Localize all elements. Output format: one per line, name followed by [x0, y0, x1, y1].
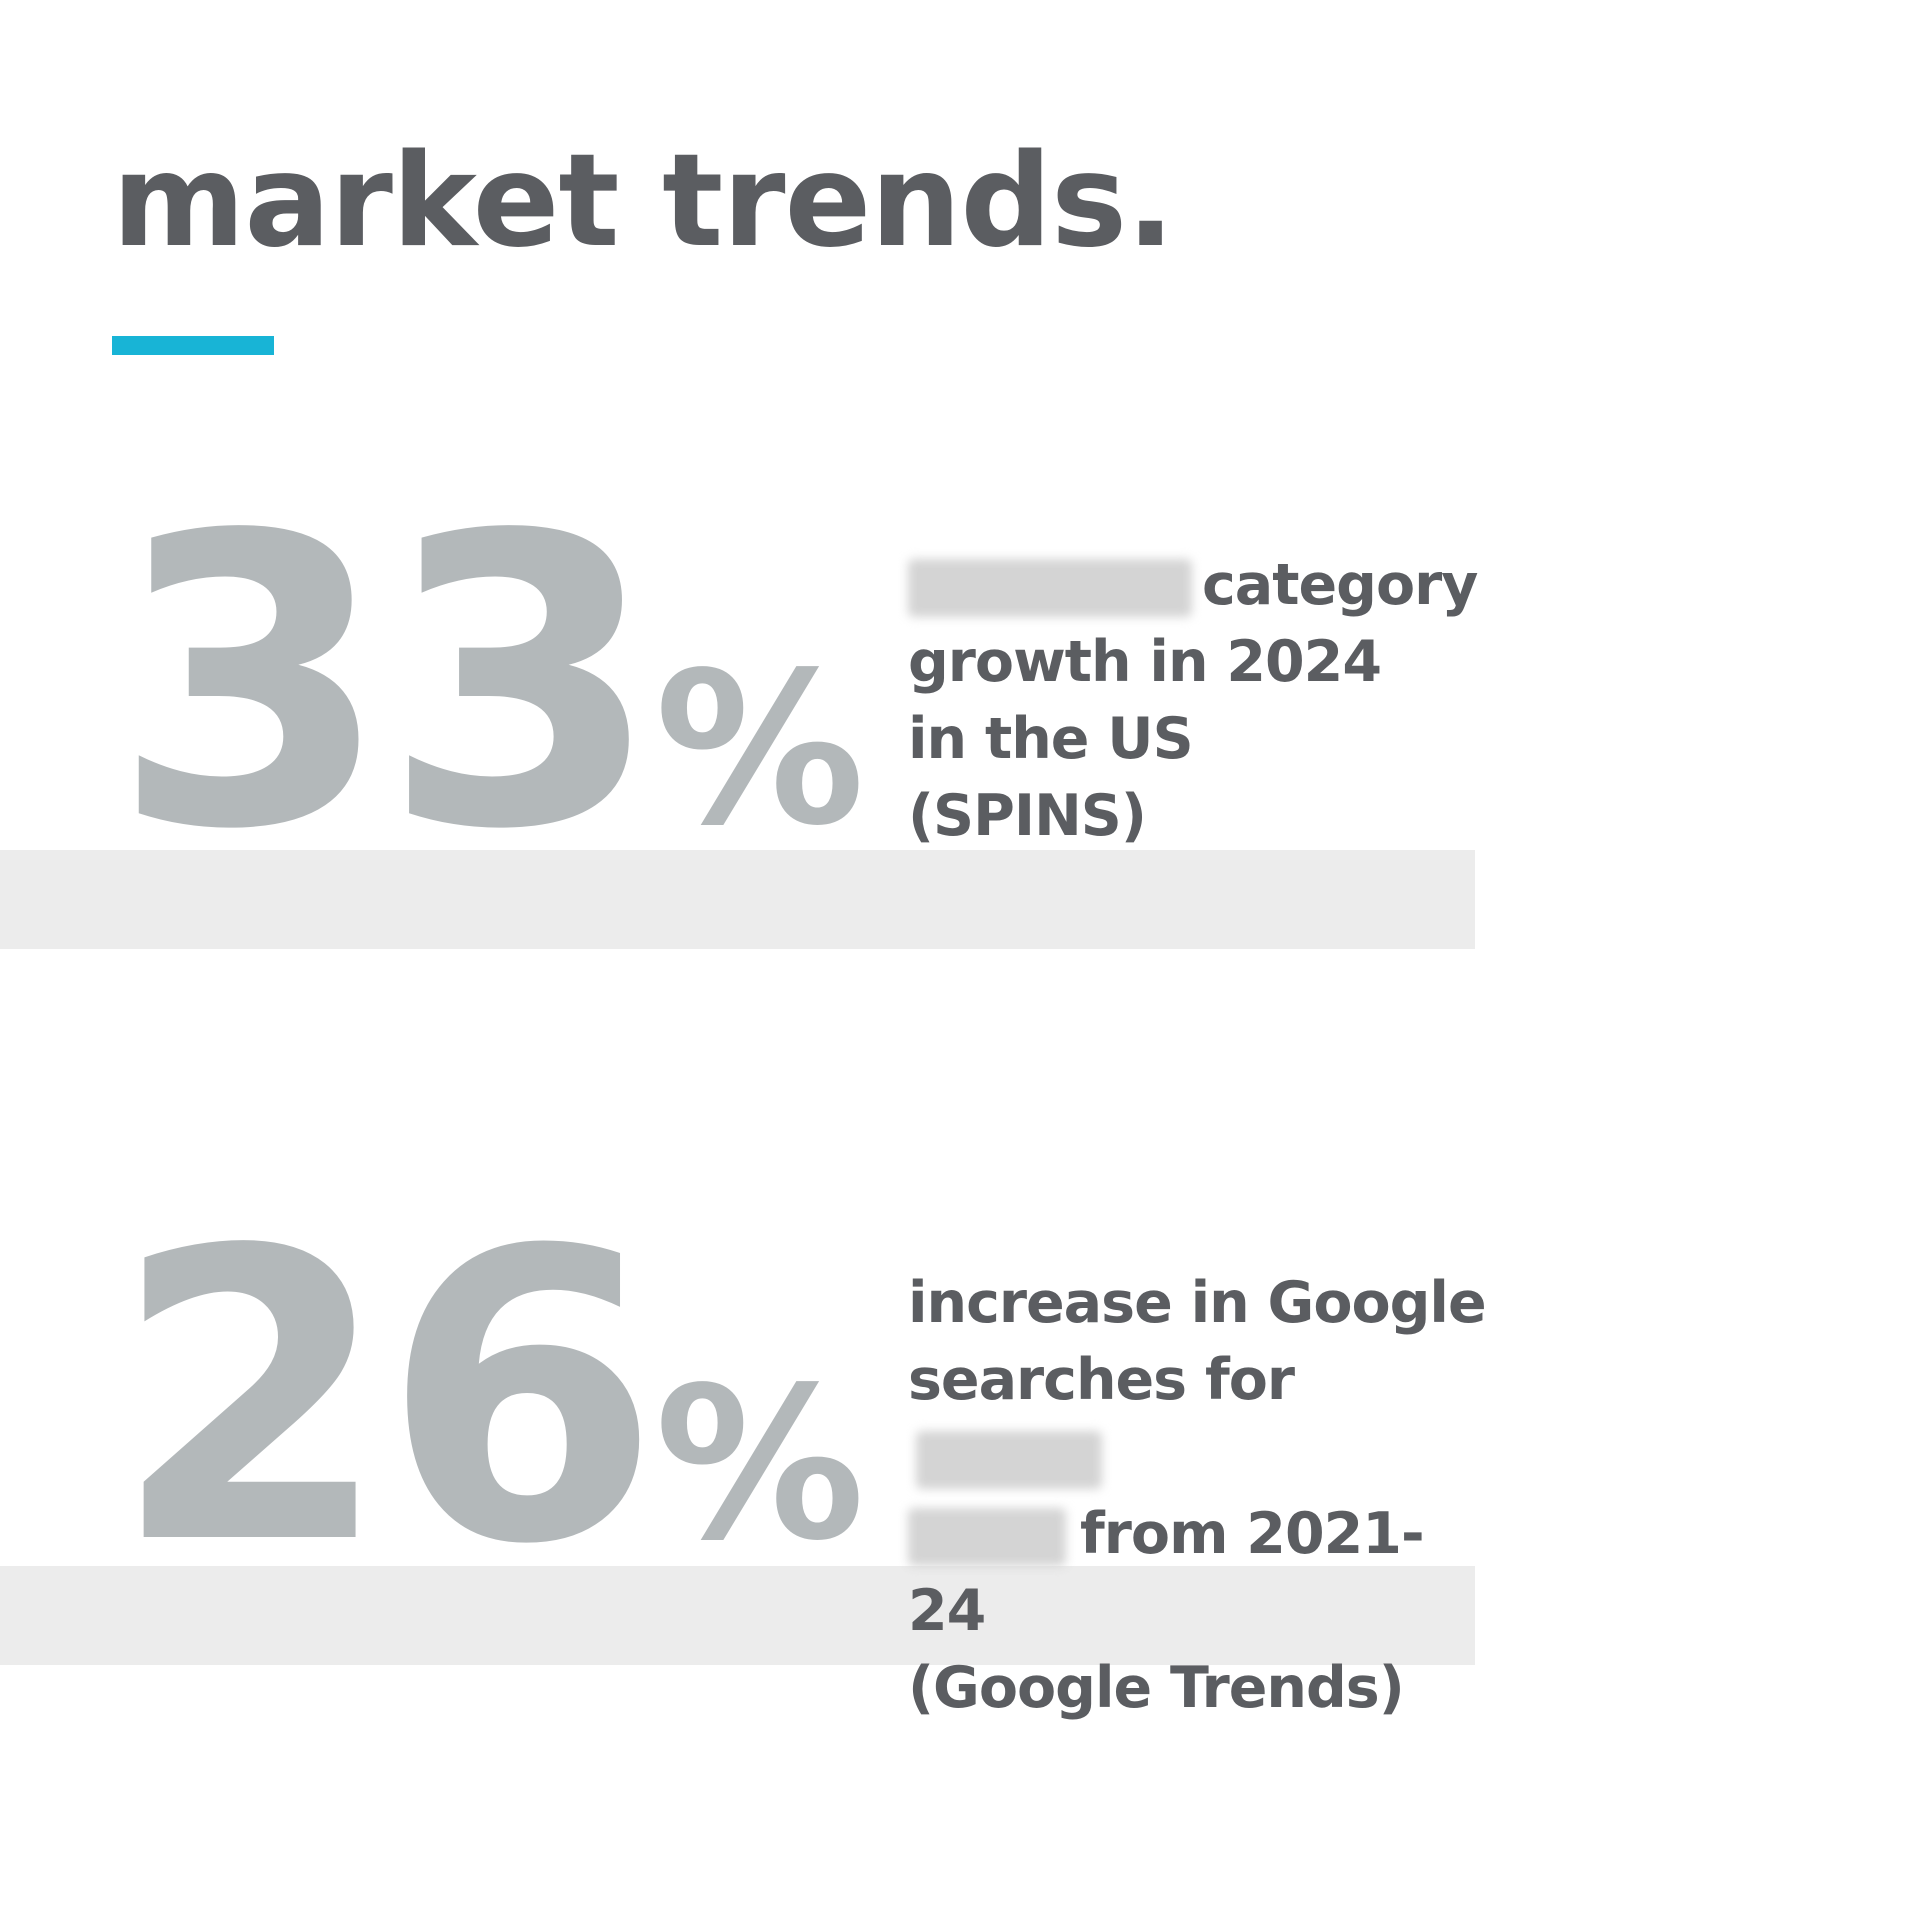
- percent-sign: %: [654, 627, 866, 872]
- stat-number-value: 33: [112, 452, 661, 917]
- title-accent-rule: [112, 336, 274, 355]
- stat-desc-text: from 2021-24: [908, 1501, 1425, 1644]
- redacted-text-block: [908, 1508, 1066, 1567]
- page-title: market trends.: [112, 127, 1175, 276]
- stat-band-1: [0, 850, 1475, 949]
- stat-number-33: 33%: [112, 485, 865, 885]
- stat-desc-text: growth in 2024: [908, 629, 1382, 695]
- percent-sign: %: [654, 1342, 866, 1587]
- stat-band-2: [0, 1566, 1475, 1665]
- redacted-text-block: [908, 559, 1192, 618]
- stat-description-1: category growth in 2024 in the US (SPINS…: [908, 547, 1488, 855]
- stat-desc-text: increase in Google: [908, 1270, 1487, 1336]
- stat-desc-source: (SPINS): [908, 783, 1147, 849]
- stat-desc-source: (Google Trends): [908, 1655, 1405, 1721]
- stat-description-2: increase in Google searches for from 202…: [908, 1265, 1488, 1727]
- stat-desc-text: searches for: [908, 1347, 1295, 1413]
- stat-desc-text: in the US: [908, 706, 1194, 772]
- stat-desc-text: category: [1202, 552, 1478, 618]
- stat-number-26: 26%: [112, 1200, 865, 1600]
- redacted-text-block: [916, 1431, 1102, 1490]
- stat-number-value: 26: [112, 1167, 661, 1632]
